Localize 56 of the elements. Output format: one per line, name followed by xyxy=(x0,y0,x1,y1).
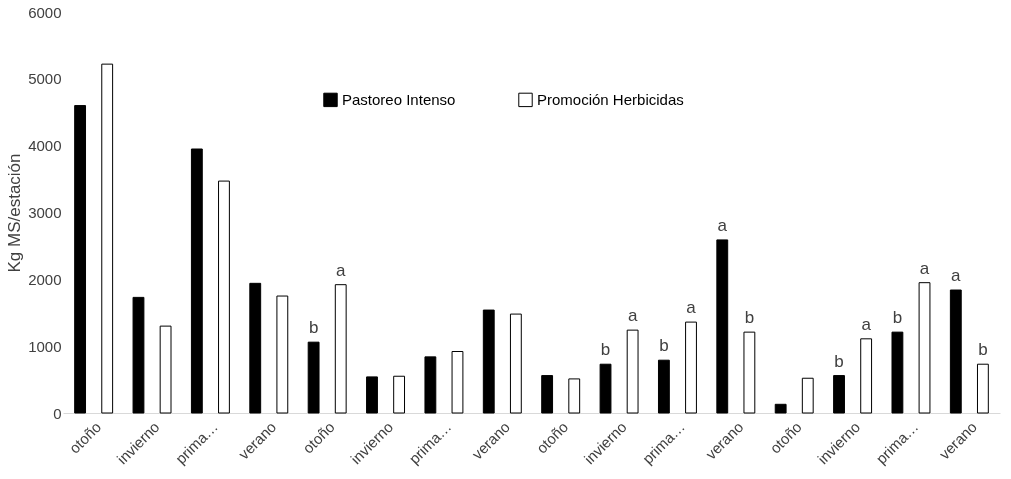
bar xyxy=(599,363,612,414)
bar xyxy=(657,359,670,414)
bar xyxy=(276,295,289,414)
data-label: a xyxy=(627,306,638,326)
bar xyxy=(801,377,814,414)
bar xyxy=(833,375,845,414)
bar xyxy=(860,338,873,414)
y-tick-label: 5000 xyxy=(28,70,62,88)
data-label: b xyxy=(659,336,669,356)
data-label: a xyxy=(951,266,962,286)
bar xyxy=(424,356,437,414)
bar xyxy=(190,148,203,414)
data-label: a xyxy=(335,260,346,280)
bar xyxy=(307,341,320,414)
y-tick-label: 0 xyxy=(53,404,62,422)
data-label: a xyxy=(919,258,930,278)
bar xyxy=(74,105,87,414)
data-label: a xyxy=(686,298,697,318)
data-label: b xyxy=(308,318,319,338)
bar xyxy=(626,329,639,414)
y-tick-label: 3000 xyxy=(28,204,62,221)
data-label: a xyxy=(717,215,728,235)
bar xyxy=(482,309,495,414)
bar xyxy=(218,180,230,414)
legend-label: Promoción Herbicidas xyxy=(537,90,684,108)
bar xyxy=(568,378,581,414)
bar xyxy=(918,282,931,414)
y-tick-label: 1000 xyxy=(28,337,62,355)
bar xyxy=(743,331,756,414)
bar xyxy=(541,375,554,414)
y-tick-label: 6000 xyxy=(28,3,62,21)
data-label: b xyxy=(834,351,844,371)
bar xyxy=(132,296,145,414)
bar xyxy=(891,331,904,414)
bar xyxy=(716,239,729,414)
bar xyxy=(685,321,697,414)
bar xyxy=(509,313,522,414)
data-label: b xyxy=(892,308,903,328)
data-label: b xyxy=(744,308,755,328)
data-label: b xyxy=(978,340,988,360)
legend-label: Pastoreo Intenso xyxy=(342,90,456,108)
bar xyxy=(249,282,262,414)
bar xyxy=(366,376,378,414)
bar xyxy=(101,63,114,414)
bar xyxy=(774,403,787,414)
y-tick-label: 2000 xyxy=(28,270,62,288)
y-tick-label: 4000 xyxy=(28,137,62,155)
bar xyxy=(976,363,989,414)
y-axis-title: Kg MS/estación xyxy=(5,153,25,273)
bar xyxy=(451,351,464,414)
bar xyxy=(159,325,172,414)
bar xyxy=(949,289,962,414)
bar xyxy=(334,284,347,414)
data-label: a xyxy=(861,314,872,334)
data-label: b xyxy=(600,340,611,360)
bar xyxy=(393,375,406,414)
